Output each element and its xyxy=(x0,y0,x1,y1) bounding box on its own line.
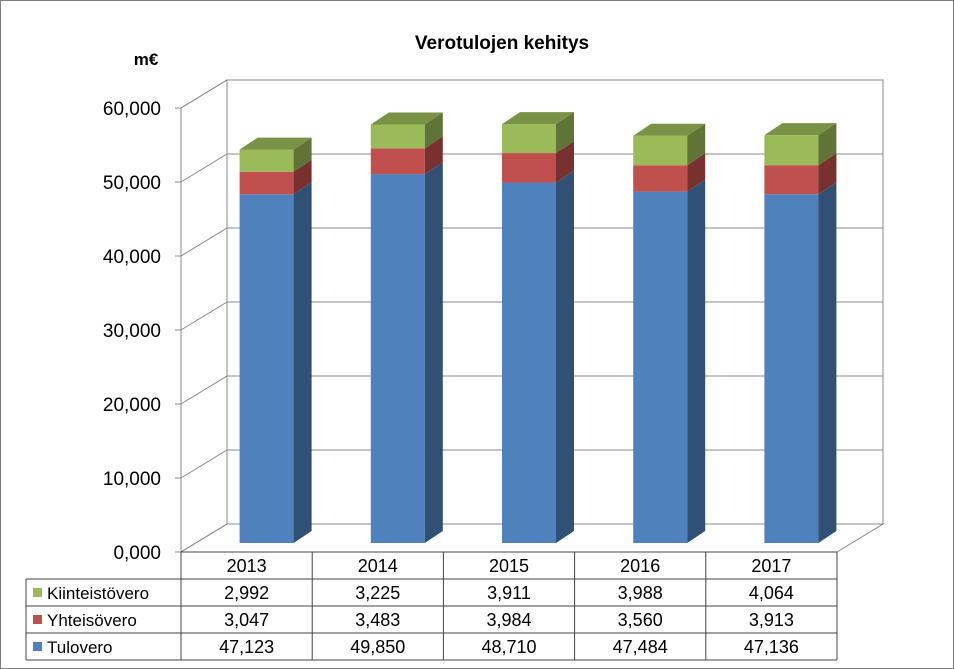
bar-side xyxy=(424,136,443,175)
bar-top xyxy=(239,137,312,150)
table-cell-value: 3,225 xyxy=(355,583,400,603)
bar-side xyxy=(293,182,312,543)
gridline xyxy=(180,79,883,109)
bar-front xyxy=(370,174,425,544)
bar-stack-2013 xyxy=(239,137,312,543)
table-cell-value: 49,850 xyxy=(350,637,405,657)
bar-segment-yhteisövero-2017 xyxy=(764,153,837,195)
table-cell-value: 3,988 xyxy=(618,583,663,603)
table-cell-value: 3,913 xyxy=(749,610,794,630)
bar-stacks xyxy=(239,112,837,544)
bar-segment-tulovero-2015 xyxy=(502,170,574,543)
y-axis-unit-label: m€ xyxy=(134,50,159,69)
table-cell-value: 3,560 xyxy=(618,610,663,630)
bar-side xyxy=(818,153,837,195)
bar-side xyxy=(556,112,574,154)
bar-segment-yhteisövero-2014 xyxy=(370,136,443,175)
table-row-yhteisövero: Yhteisövero 3,047 3,483 3,984 3,560 3,913 xyxy=(33,610,794,630)
bar-side xyxy=(687,179,706,543)
bar-segment-yhteisövero-2016 xyxy=(633,153,706,192)
table-row-kiinteistövero: Kiinteistövero 2,992 3,225 3,911 3,988 4,064 xyxy=(33,583,794,603)
bar-side xyxy=(556,141,574,183)
legend-key xyxy=(33,642,42,651)
y-tick-label: 60,000 xyxy=(103,99,161,120)
table-cell-value: 3,911 xyxy=(487,583,531,603)
bar-top xyxy=(633,123,706,136)
bar-front xyxy=(502,182,556,543)
y-tick-labels: 0,000 10,000 20,000 30,000 40,000 50,000 60,00… xyxy=(103,99,161,564)
bar-segment-yhteisövero-2015 xyxy=(502,141,574,183)
bar-front xyxy=(764,165,819,195)
x-category-label: 2016 xyxy=(620,556,660,576)
table-cell-value: 3,047 xyxy=(224,610,269,630)
legend-label: Tulovero xyxy=(47,638,113,657)
x-category-label: 2017 xyxy=(751,556,791,576)
table-cell-value: 48,710 xyxy=(481,637,536,657)
bar-segment-kiinteistövero-2015 xyxy=(502,112,574,154)
bar-front xyxy=(633,191,688,543)
bar-side xyxy=(818,182,837,543)
bar-segment-tulovero-2014 xyxy=(370,162,443,544)
bar-segment-kiinteistövero-2013 xyxy=(239,137,312,172)
bar-segment-yhteisövero-2013 xyxy=(239,159,312,195)
bar-top xyxy=(764,123,837,136)
y-tick-label: 20,000 xyxy=(103,395,161,416)
y-tick-label: 50,000 xyxy=(103,173,161,194)
bar-stack-2015 xyxy=(502,112,574,543)
bar-front xyxy=(239,171,294,195)
table-cell-value: 3,984 xyxy=(486,610,531,630)
bar-stack-2017 xyxy=(764,123,837,543)
bar-segment-kiinteistövero-2017 xyxy=(764,123,837,166)
bar-segment-kiinteistövero-2016 xyxy=(633,123,706,166)
table-cell-value: 2,992 xyxy=(224,583,269,603)
bar-segment-tulovero-2016 xyxy=(633,179,706,543)
table-cell-value: 47,484 xyxy=(613,637,668,657)
bar-front xyxy=(239,149,294,172)
table-cell-value: 47,136 xyxy=(744,637,799,657)
bar-segment-kiinteistövero-2014 xyxy=(370,112,443,149)
bar-side xyxy=(293,137,312,172)
bar-front xyxy=(502,153,556,183)
bar-side xyxy=(424,162,443,544)
bar-side xyxy=(818,123,837,166)
bar-side xyxy=(687,153,706,192)
table-cell-value: 47,123 xyxy=(219,637,274,657)
bar-top xyxy=(370,112,443,125)
bar-top xyxy=(502,112,574,125)
bar-front xyxy=(239,194,294,543)
bar-side xyxy=(293,159,312,195)
bar-front xyxy=(764,194,819,543)
y-tick-label: 30,000 xyxy=(103,321,161,342)
x-category-label: 2013 xyxy=(227,556,267,576)
bar-stack-2016 xyxy=(633,123,706,543)
legend-label: Yhteisövero xyxy=(47,611,137,630)
legend-key xyxy=(33,588,42,597)
table-cell-value: 3,483 xyxy=(355,610,400,630)
legend-key xyxy=(33,615,42,624)
bar-segment-tulovero-2013 xyxy=(239,182,312,543)
table-cell-value: 4,064 xyxy=(749,583,794,603)
x-category-label: 2014 xyxy=(358,556,398,576)
bar-side xyxy=(687,123,706,166)
bar-front xyxy=(502,124,556,154)
bar-segment-tulovero-2017 xyxy=(764,182,837,543)
bar-front xyxy=(764,135,819,166)
table-row-tulovero: Tulovero 47,123 49,850 48,710 47,484 47,136 xyxy=(33,637,799,657)
y-tick-label: 40,000 xyxy=(103,247,161,268)
legend-label: Kiinteistövero xyxy=(47,584,149,603)
y-tick-label: 0,000 xyxy=(113,543,161,564)
bar-front xyxy=(633,135,688,166)
y-tick-label: 10,000 xyxy=(103,469,161,490)
bar-side xyxy=(556,170,574,543)
data-table: 2013 2014 2015 2016 2017 Kiinteistövero 2,992 3… xyxy=(25,551,838,661)
bar-front xyxy=(633,165,688,192)
bar-side xyxy=(424,112,443,149)
bar-stack-2014 xyxy=(370,112,443,544)
chart-title: Verotulojen kehitys xyxy=(415,33,589,54)
bar-front xyxy=(370,148,425,175)
bar-front xyxy=(370,124,425,149)
x-category-label: 2015 xyxy=(489,556,529,576)
